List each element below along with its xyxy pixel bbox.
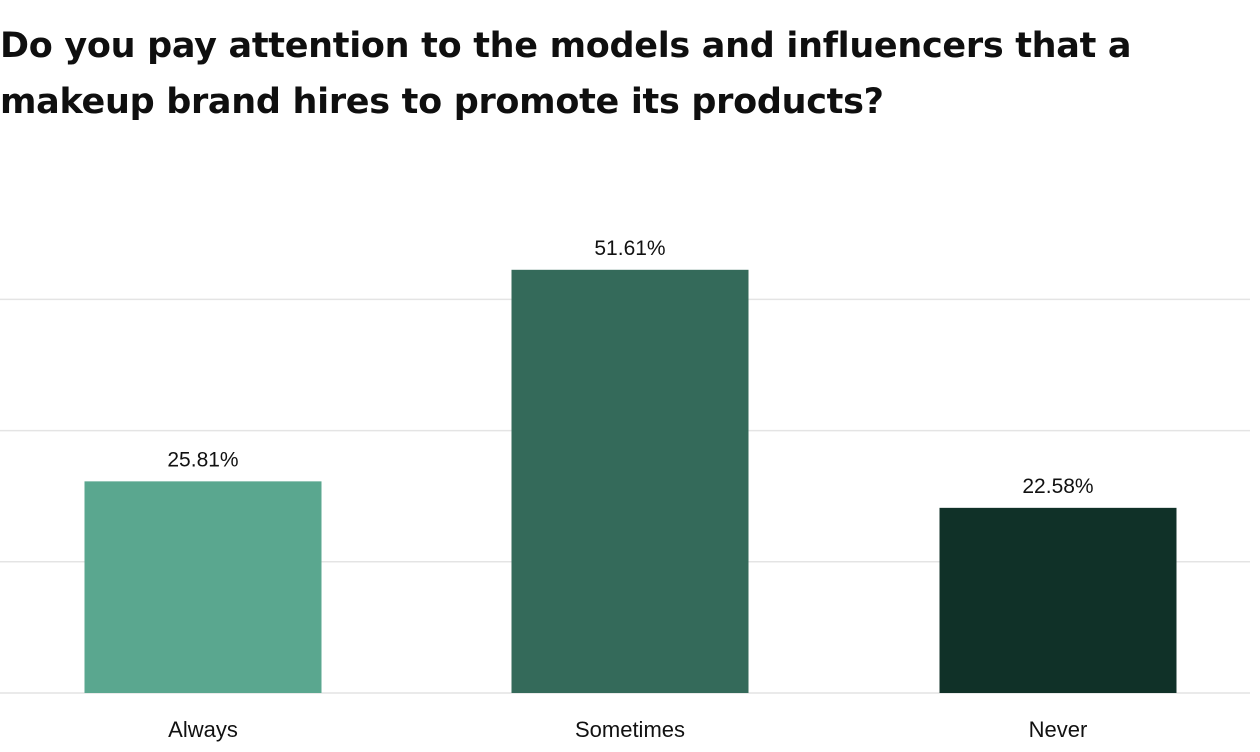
bars — [84, 269, 1177, 693]
data-label-always: 25.81% — [167, 448, 238, 471]
data-label-sometimes: 51.61% — [594, 237, 665, 260]
bar-never — [939, 507, 1177, 693]
data-labels: 25.81% 51.61% 22.58% — [167, 237, 1093, 498]
tick-label-always: Always — [168, 717, 238, 742]
x-axis-tick-labels: Always Sometimes Never — [168, 717, 1087, 742]
bar-always — [84, 481, 322, 693]
data-label-never: 22.58% — [1022, 475, 1093, 498]
tick-label-sometimes: Sometimes — [575, 717, 685, 742]
tick-label-never: Never — [1029, 717, 1088, 742]
chart-title: Do you pay attention to the models and i… — [0, 26, 1132, 122]
bar-sometimes — [511, 269, 749, 693]
